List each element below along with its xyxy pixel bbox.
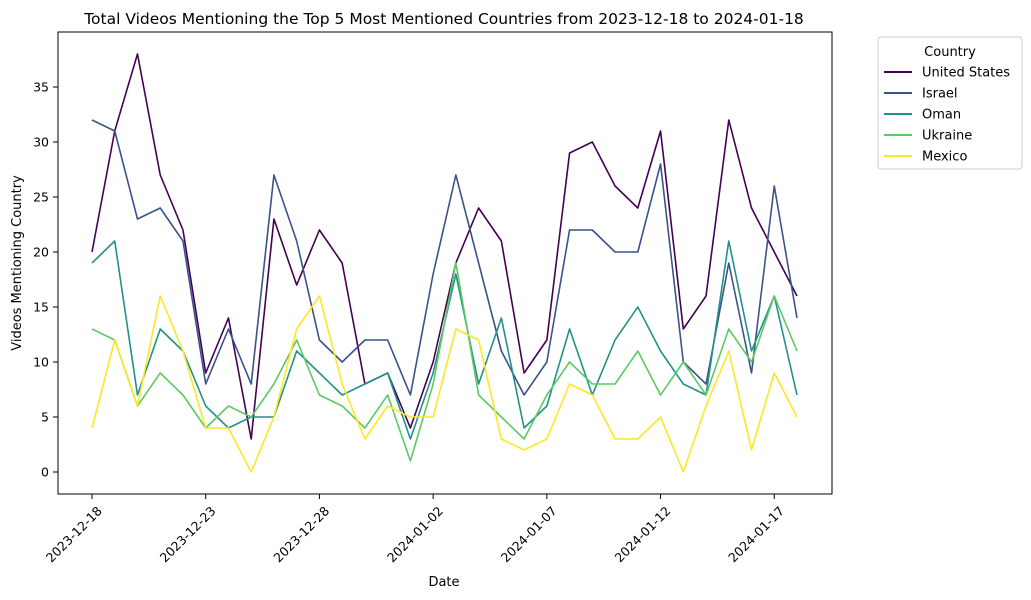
- legend: Country United States Israel Oman Ukraine Me…: [877, 36, 1023, 170]
- y-tick-label: 10: [33, 355, 49, 370]
- y-tick-label: 5: [41, 410, 49, 425]
- series-line-4: [91, 295, 798, 473]
- y-tick-label: 30: [33, 135, 49, 150]
- y-tick-label: 35: [33, 80, 49, 95]
- y-axis: 0 5 10 15 20 25 30 35: [33, 80, 58, 480]
- x-tick-label: 2024-01-07: [498, 503, 560, 565]
- legend-label: United States: [922, 66, 1010, 81]
- y-tick-label: 0: [41, 465, 49, 480]
- x-tick-label: 2023-12-23: [157, 503, 219, 565]
- x-tick-label: 2023-12-28: [270, 503, 332, 565]
- y-axis-label: Videos Mentioning Country: [10, 175, 25, 351]
- series-line-3: [91, 262, 798, 462]
- x-axis: 2023-12-18 2023-12-23 2023-12-28 2024-01-02…: [43, 494, 787, 565]
- x-axis-label: Date: [428, 575, 459, 590]
- legend-label: Ukraine: [922, 129, 972, 144]
- y-tick-label: 15: [33, 300, 49, 315]
- x-tick-label: 2024-01-02: [384, 503, 446, 565]
- x-tick-label: 2023-12-18: [43, 503, 105, 565]
- x-tick-label: 2024-01-17: [725, 503, 787, 565]
- y-tick-label: 20: [33, 245, 49, 260]
- plot-frame: [57, 31, 833, 495]
- legend-label: Oman: [922, 108, 961, 123]
- chart-title: Total Videos Mentioning the Top 5 Most M…: [83, 10, 804, 28]
- legend-label: Israel: [922, 87, 958, 102]
- series-line-2: [91, 240, 798, 440]
- legend-box: [877, 36, 1023, 170]
- series-line-0: [91, 53, 798, 440]
- plot-area: [91, 53, 798, 473]
- series-line-1: [91, 119, 798, 396]
- legend-title: Country: [924, 45, 976, 60]
- legend-label: Mexico: [922, 150, 967, 165]
- y-tick-label: 25: [33, 190, 49, 205]
- x-tick-label: 2024-01-12: [611, 503, 673, 565]
